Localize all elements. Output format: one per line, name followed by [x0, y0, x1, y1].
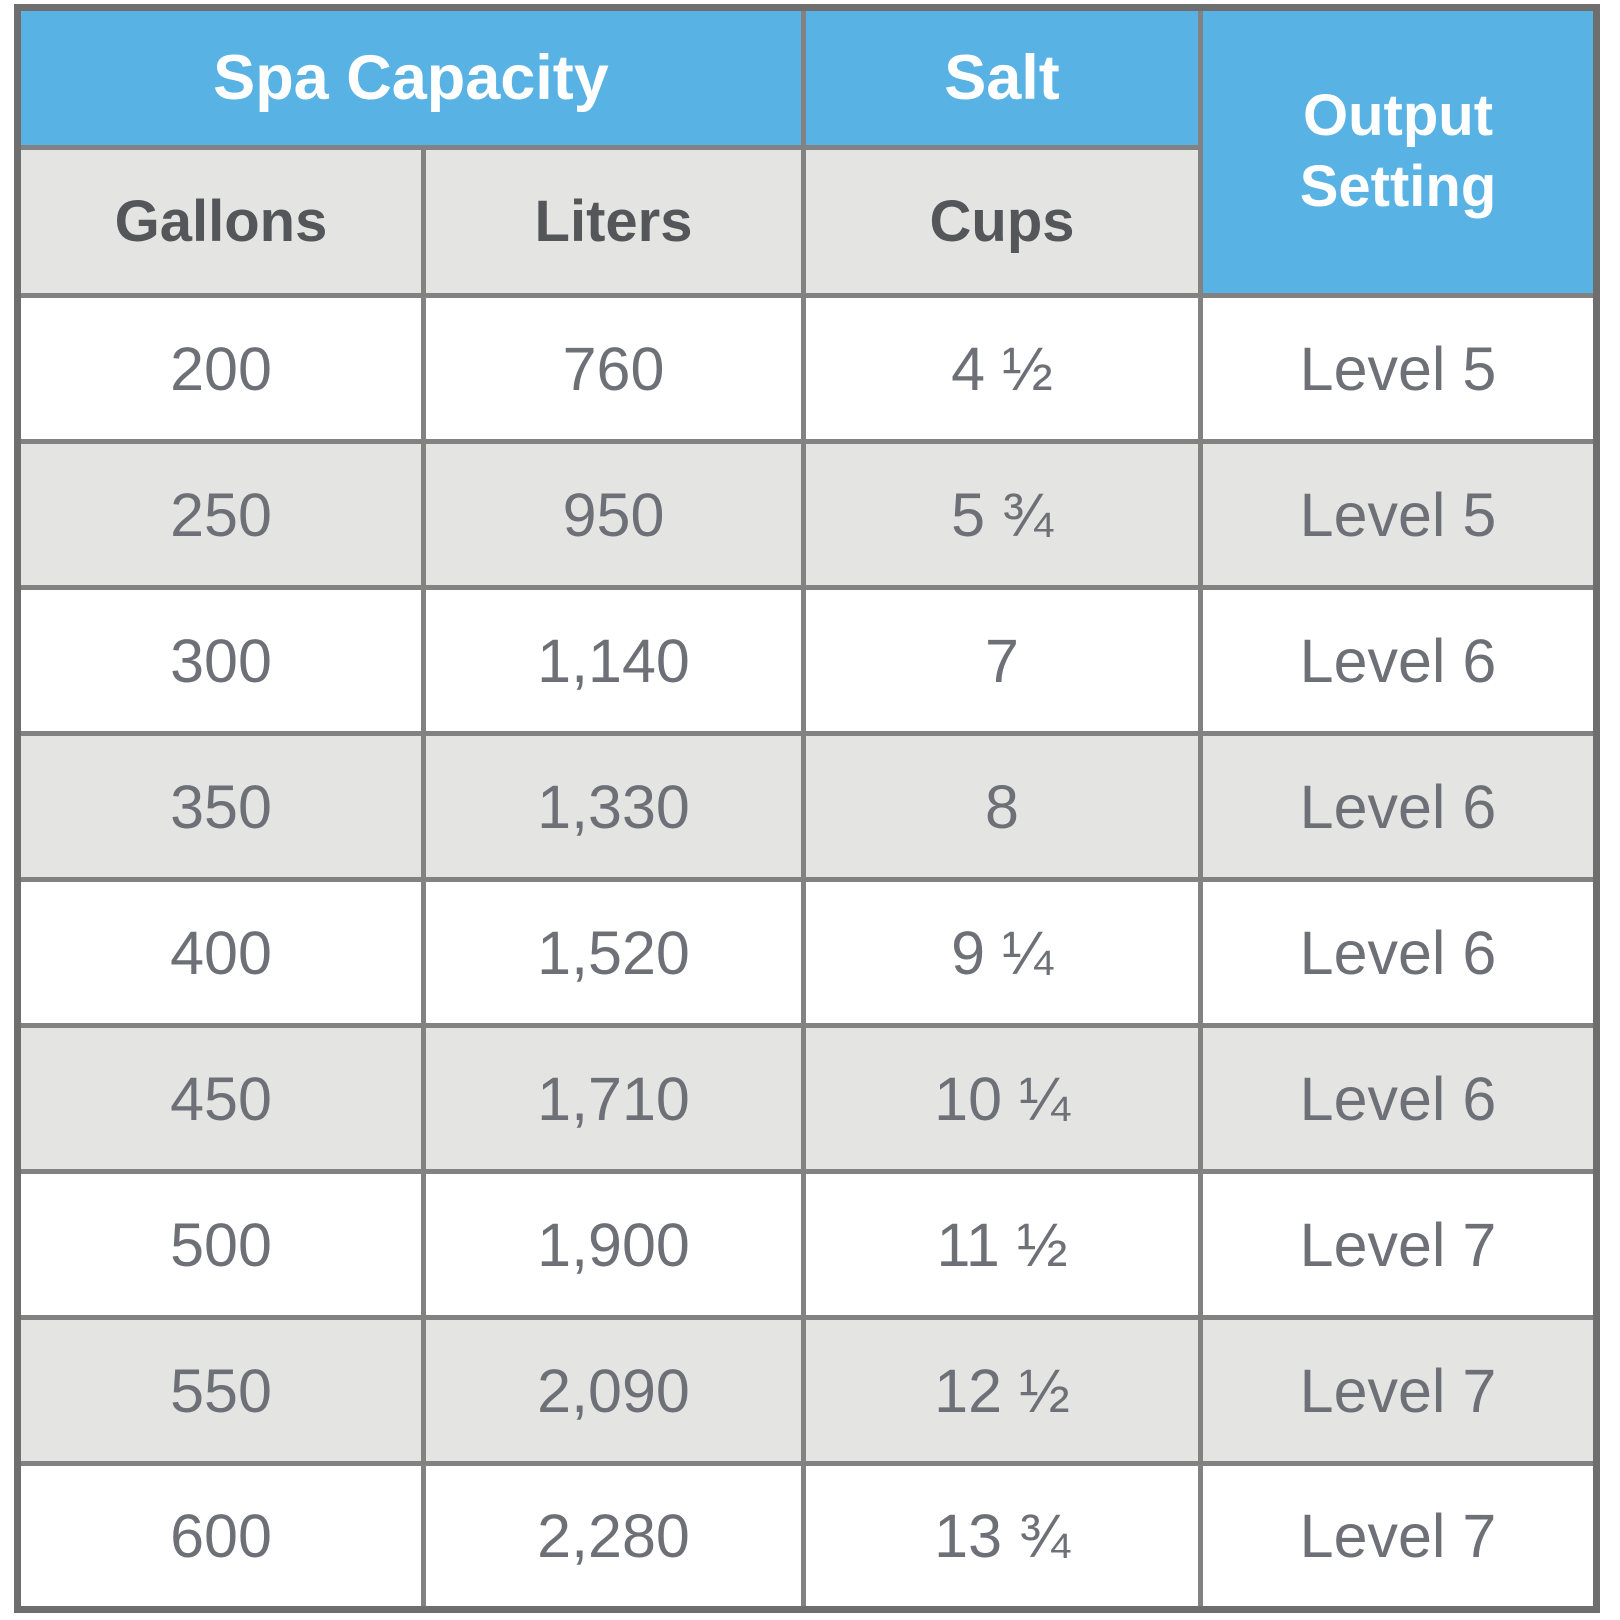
cell-output-setting: Level 6 [1198, 1023, 1600, 1174]
table-row: 500 1,900 11 ½ Level 7 [15, 1169, 1600, 1320]
header-salt: Salt [801, 5, 1204, 150]
cell-liters: 1,710 [420, 1023, 807, 1174]
spa-salt-output-table: Spa Capacity Salt Output Setting Gallons… [14, 4, 1601, 1613]
cell-gallons: 600 [15, 1461, 426, 1612]
header-spa-capacity: Spa Capacity [14, 5, 807, 150]
cell-liters: 2,090 [420, 1315, 807, 1466]
cell-salt-cups: 7 [801, 585, 1204, 736]
cell-salt-cups: 5 ¾ [801, 439, 1204, 590]
header-cups: Cups [801, 145, 1204, 298]
cell-output-setting: Level 5 [1198, 439, 1600, 590]
table-row: 200 760 4 ½ Level 5 [15, 293, 1600, 444]
table-body: 200 760 4 ½ Level 5 250 950 5 ¾ Level 5 300 1,140… [15, 293, 1600, 1612]
cell-liters: 1,520 [420, 877, 807, 1028]
cell-liters: 2,280 [420, 1461, 807, 1612]
cell-gallons: 250 [15, 439, 426, 590]
table-row: 350 1,330 8 Level 6 [15, 731, 1600, 882]
table-row: 550 2,090 12 ½ Level 7 [15, 1315, 1600, 1466]
cell-liters: 1,900 [420, 1169, 807, 1320]
cell-gallons: 550 [15, 1315, 426, 1466]
table-row: 250 950 5 ¾ Level 5 [15, 439, 1600, 590]
cell-gallons: 350 [15, 731, 426, 882]
cell-output-setting: Level 6 [1198, 585, 1600, 736]
cell-gallons: 500 [15, 1169, 426, 1320]
cell-liters: 1,330 [420, 731, 807, 882]
table-row: 300 1,140 7 Level 6 [15, 585, 1600, 736]
table-row: 400 1,520 9 ¼ Level 6 [15, 877, 1600, 1028]
cell-gallons: 400 [15, 877, 426, 1028]
cell-salt-cups: 8 [801, 731, 1204, 882]
header-output-setting: Output Setting [1198, 5, 1600, 298]
cell-output-setting: Level 7 [1198, 1315, 1600, 1466]
cell-salt-cups: 10 ¼ [801, 1023, 1204, 1174]
cell-salt-cups: 11 ½ [801, 1169, 1204, 1320]
group-header-row: Spa Capacity Salt Output Setting [14, 5, 1600, 298]
cell-salt-cups: 9 ¼ [801, 877, 1204, 1028]
sub-header-row: Gallons Liters Cups [15, 145, 1597, 298]
cell-output-setting: Level 6 [1198, 877, 1600, 1028]
cell-output-setting: Level 7 [1198, 1169, 1600, 1320]
cell-output-setting: Level 5 [1198, 293, 1600, 444]
cell-salt-cups: 4 ½ [801, 293, 1204, 444]
cell-output-setting: Level 6 [1198, 731, 1600, 882]
cell-liters: 950 [420, 439, 807, 590]
cell-liters: 760 [420, 293, 807, 444]
cell-gallons: 200 [15, 293, 426, 444]
cell-salt-cups: 13 ¾ [801, 1461, 1204, 1612]
table-row: 450 1,710 10 ¼ Level 6 [15, 1023, 1600, 1174]
cell-salt-cups: 12 ½ [801, 1315, 1204, 1466]
header-liters: Liters [420, 145, 807, 298]
cell-gallons: 300 [15, 585, 426, 736]
cell-liters: 1,140 [420, 585, 807, 736]
table-row: 600 2,280 13 ¾ Level 7 [15, 1461, 1600, 1612]
cell-gallons: 450 [15, 1023, 426, 1174]
cell-output-setting: Level 7 [1198, 1461, 1600, 1612]
header-gallons: Gallons [15, 145, 426, 298]
